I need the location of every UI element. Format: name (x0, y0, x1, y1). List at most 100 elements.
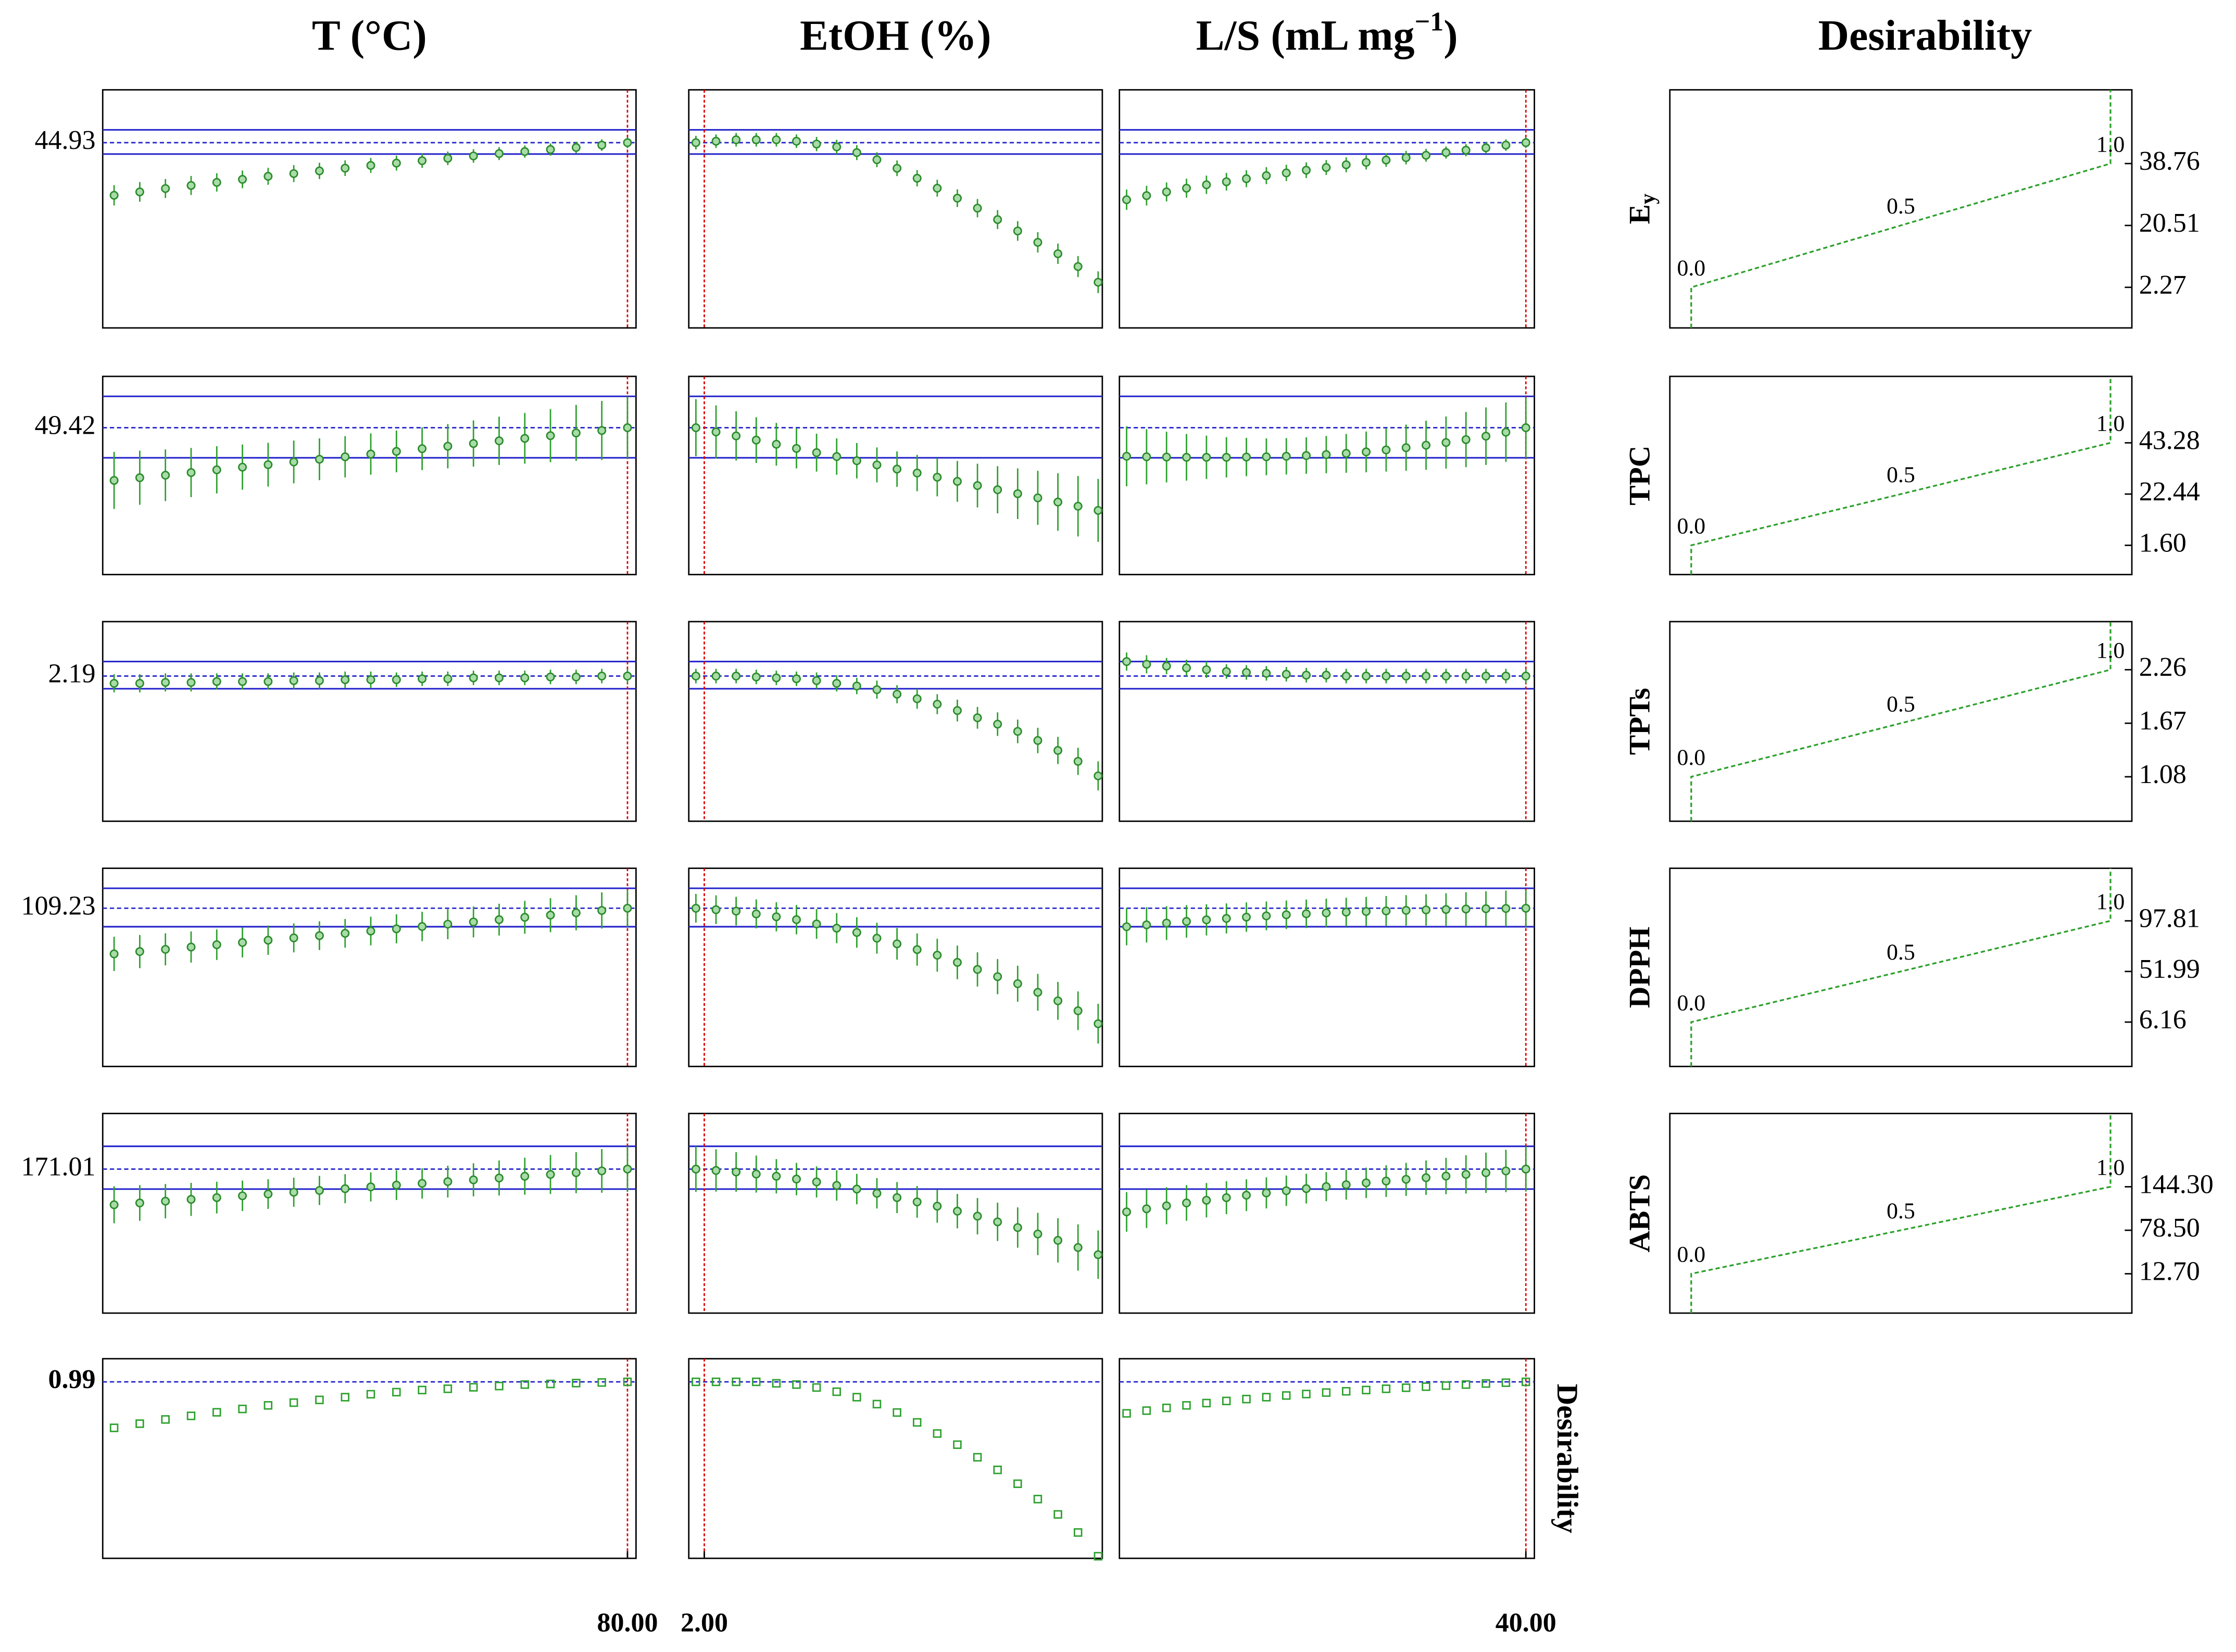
column-title: L/S (mL mg−1) (1196, 7, 1458, 59)
data-point (1013, 727, 1022, 736)
panel-frame (102, 1113, 637, 1314)
data-point (1461, 435, 1471, 444)
data-point (893, 1193, 902, 1202)
data-point (1441, 1171, 1451, 1181)
data-point (1033, 988, 1042, 997)
data-point (832, 452, 841, 461)
title-part: ) (1443, 12, 1458, 59)
data-point (711, 672, 721, 680)
data-point (1073, 501, 1083, 511)
data-point (597, 426, 607, 435)
data-point (1362, 907, 1371, 916)
data-point (1142, 1204, 1151, 1214)
data-point (1422, 1382, 1430, 1391)
data-point (469, 673, 478, 683)
data-point (597, 672, 607, 680)
data-point (1033, 1229, 1042, 1239)
data-point (315, 931, 324, 940)
data-point (161, 1415, 170, 1424)
data-point (315, 455, 324, 464)
data-point (109, 1200, 119, 1209)
data-point (1242, 912, 1251, 922)
data-point (135, 1199, 144, 1208)
data-point (1013, 979, 1022, 988)
data-point (263, 172, 273, 181)
row-name-text: E (1624, 204, 1656, 224)
data-point (1222, 1193, 1231, 1202)
data-point (1142, 920, 1151, 929)
row-name-subscript: y (1636, 193, 1660, 204)
data-point (732, 1167, 741, 1177)
data-point (1053, 249, 1063, 258)
data-point (418, 922, 427, 931)
data-point (1462, 1380, 1471, 1389)
panel-frame (688, 621, 1103, 822)
data-point (238, 462, 247, 472)
data-point (1242, 452, 1251, 462)
data-point (1481, 1379, 1490, 1388)
row-name: ABTS (1624, 1174, 1656, 1252)
desirability-label: 0.0 (1677, 745, 1705, 770)
data-point (752, 1377, 761, 1386)
data-point (772, 912, 781, 922)
data-point (1033, 736, 1042, 745)
data-point (418, 674, 427, 684)
data-point (443, 674, 453, 684)
data-point (1401, 672, 1411, 680)
y-tick-label: 20.51 (2139, 208, 2200, 238)
data-point (691, 672, 700, 680)
data-point (418, 156, 427, 166)
data-point (1182, 183, 1191, 193)
row-name: DPPH (1624, 927, 1656, 1008)
data-point (1481, 1168, 1491, 1177)
data-point (1362, 1385, 1371, 1395)
data-point (1262, 1188, 1271, 1197)
data-point (623, 1164, 632, 1174)
data-point (597, 906, 607, 915)
data-point (315, 1395, 324, 1405)
data-point (1094, 1250, 1103, 1259)
data-point (1521, 672, 1530, 680)
desirability-function (1690, 376, 2112, 575)
row-name: TPTs (1624, 688, 1656, 755)
data-point (1033, 493, 1042, 502)
data-point (893, 689, 902, 699)
data-point (812, 1383, 821, 1392)
data-point (341, 452, 350, 461)
data-point (597, 1378, 606, 1387)
data-point (1501, 141, 1511, 150)
data-point (161, 471, 170, 480)
data-point (443, 1177, 453, 1186)
data-point (933, 1202, 942, 1211)
data-point (952, 957, 962, 967)
row-name-text: TPTs (1624, 688, 1656, 755)
data-point (812, 140, 821, 149)
data-point (812, 1177, 821, 1187)
data-point (469, 917, 478, 927)
data-point (469, 1175, 478, 1184)
data-point (1501, 1166, 1511, 1176)
data-point (1142, 452, 1151, 461)
data-point (832, 1181, 841, 1190)
data-point (1142, 1406, 1151, 1415)
data-point (443, 919, 453, 929)
data-point (792, 444, 801, 453)
data-point (933, 473, 942, 482)
y-tick-label: 1.60 (2139, 528, 2187, 558)
data-point (852, 148, 861, 157)
data-point (993, 972, 1002, 981)
current-value-label: 109.23 (21, 891, 96, 920)
data-point (135, 678, 144, 688)
data-point (392, 158, 401, 168)
data-point (1481, 904, 1491, 913)
data-point (1302, 909, 1311, 918)
data-point (263, 1401, 273, 1410)
desirability-label: 0.5 (1887, 1199, 1915, 1224)
data-point (872, 460, 882, 470)
data-point (161, 944, 170, 954)
data-point (623, 903, 632, 913)
data-point (751, 1169, 761, 1179)
data-point (135, 187, 144, 197)
data-point (186, 181, 196, 190)
data-point (993, 720, 1002, 729)
